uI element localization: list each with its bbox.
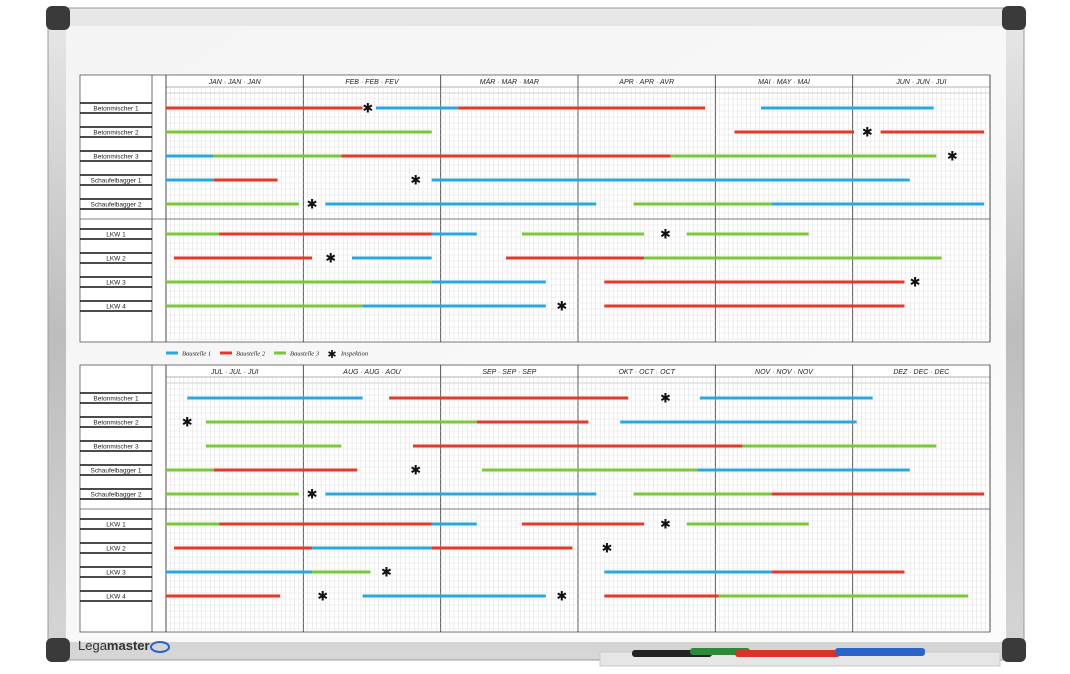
bottom-inspection-mark: ✱ bbox=[660, 518, 671, 533]
corner-bottom-right bbox=[1002, 638, 1026, 662]
top-row-label: Betonmischer 1 bbox=[93, 106, 139, 113]
bottom-inspection-mark: ✱ bbox=[556, 590, 567, 605]
bottom-inspection-mark: ✱ bbox=[182, 416, 193, 431]
brand-name: Legamaster bbox=[78, 638, 150, 653]
legend-symbol: ✱ bbox=[327, 348, 336, 361]
bottom-inspection-mark: ✱ bbox=[381, 566, 392, 581]
brand-name-bold: master bbox=[106, 638, 150, 653]
legend-label: Baustelle 3 bbox=[290, 351, 320, 358]
bottom-row-label: LKW 3 bbox=[106, 570, 126, 577]
bottom-month-label: SEP · SEP · SEP bbox=[482, 369, 536, 376]
top-row-label: LKW 2 bbox=[106, 256, 126, 263]
bottom-row-label: Betonmischer 3 bbox=[93, 444, 139, 451]
top-row-label: LKW 1 bbox=[106, 232, 126, 239]
top-inspection-mark: ✱ bbox=[362, 102, 373, 117]
brand-logo-icon bbox=[150, 641, 170, 653]
top-inspection-mark: ✱ bbox=[660, 228, 671, 243]
bottom-month-label: DEZ · DEC · DEC bbox=[893, 369, 950, 376]
bottom-inspection-mark: ✱ bbox=[602, 542, 613, 557]
bottom-row-label: Schaufelbagger 2 bbox=[91, 492, 142, 499]
top-month-label: JUN · JUN · JUI bbox=[895, 79, 946, 86]
legend-label: Inspektion bbox=[340, 351, 368, 358]
top-row-label: LKW 4 bbox=[106, 304, 126, 311]
top-panel bbox=[79, 74, 991, 343]
top-inspection-mark: ✱ bbox=[910, 276, 921, 291]
bottom-panel bbox=[79, 364, 991, 633]
bottom-row-label: Betonmischer 2 bbox=[93, 420, 139, 427]
bottom-inspection-mark: ✱ bbox=[317, 590, 328, 605]
bottom-row-label: LKW 1 bbox=[106, 522, 126, 529]
top-row-label: LKW 3 bbox=[106, 280, 126, 287]
top-inspection-mark: ✱ bbox=[556, 300, 567, 315]
top-row-label: Betonmischer 2 bbox=[93, 130, 139, 137]
bottom-row-label: Schaufelbagger 1 bbox=[91, 468, 142, 475]
corner-bottom-left bbox=[46, 638, 70, 662]
brand-logo bbox=[150, 641, 170, 653]
top-inspection-mark: ✱ bbox=[410, 174, 421, 189]
top-month-label: APR · APR · AVR bbox=[618, 79, 674, 86]
top-month-label: FEB · FEB · FEV bbox=[345, 79, 400, 86]
year-planner: JAN · JAN · JAN FEB · FEB · FEV MÄR · MAR … bbox=[79, 74, 991, 633]
top-month-label: MAI · MAY · MAI bbox=[758, 79, 810, 86]
top-row-label: Schaufelbagger 2 bbox=[91, 202, 142, 209]
top-row-label: Schaufelbagger 1 bbox=[91, 178, 142, 185]
top-inspection-mark: ✱ bbox=[307, 198, 318, 213]
corner-top-right bbox=[1002, 6, 1026, 30]
legend-label: Baustelle 1 bbox=[182, 351, 211, 358]
top-inspection-mark: ✱ bbox=[325, 252, 336, 267]
marker-pens bbox=[632, 648, 925, 657]
top-inspection-mark: ✱ bbox=[862, 126, 873, 141]
bottom-month-label: OKT · OCT · OCT bbox=[618, 369, 675, 376]
marker-red bbox=[735, 650, 840, 657]
bottom-month-label: AUG · AUG · AOU bbox=[342, 369, 401, 376]
brand-name-light: Lega bbox=[78, 638, 107, 653]
bottom-month-label: JUL · JUL · JUI bbox=[210, 369, 259, 376]
bottom-row-label: Betonmischer 1 bbox=[93, 396, 139, 403]
bottom-row-label: LKW 2 bbox=[106, 546, 126, 553]
top-inspection-mark: ✱ bbox=[947, 150, 958, 165]
bottom-month-label: NOV · NOV · NOV bbox=[755, 369, 814, 376]
corner-top-left bbox=[46, 6, 70, 30]
top-month-label: JAN · JAN · JAN bbox=[208, 79, 262, 86]
bottom-row-label: LKW 4 bbox=[106, 594, 126, 601]
bottom-inspection-mark: ✱ bbox=[660, 392, 671, 407]
bottom-inspection-mark: ✱ bbox=[410, 464, 421, 479]
bottom-inspection-mark: ✱ bbox=[307, 488, 318, 503]
legend-label: Baustelle 2 bbox=[236, 351, 266, 358]
marker-blue bbox=[835, 648, 925, 656]
top-row-label: Betonmischer 3 bbox=[93, 154, 139, 161]
top-month-label: MÄR · MAR · MAR bbox=[480, 78, 539, 86]
